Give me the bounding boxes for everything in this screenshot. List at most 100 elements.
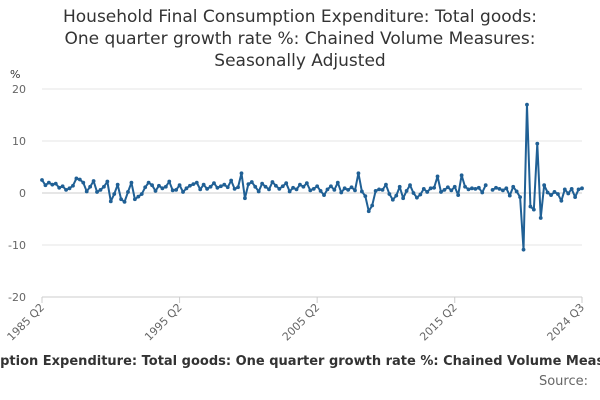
data-point[interactable]	[256, 189, 261, 194]
data-point[interactable]	[408, 183, 412, 188]
data-point[interactable]	[425, 190, 430, 194]
data-point[interactable]	[490, 187, 495, 192]
data-point[interactable]	[40, 178, 44, 182]
data-point[interactable]	[315, 184, 320, 189]
data-point[interactable]	[562, 187, 567, 192]
data-point[interactable]	[580, 186, 584, 191]
data-point[interactable]	[77, 177, 82, 182]
data-point[interactable]	[260, 181, 265, 186]
data-point[interactable]	[411, 191, 416, 195]
data-point[interactable]	[167, 179, 172, 184]
data-point[interactable]	[480, 190, 485, 195]
data-point[interactable]	[46, 180, 51, 185]
data-point[interactable]	[132, 197, 137, 202]
data-point[interactable]	[428, 186, 433, 191]
data-point[interactable]	[280, 184, 285, 189]
data-point[interactable]	[74, 176, 79, 181]
data-point[interactable]	[332, 187, 337, 192]
data-point[interactable]	[370, 203, 375, 208]
data-point[interactable]	[273, 183, 278, 188]
data-point[interactable]	[377, 187, 381, 192]
data-point[interactable]	[270, 180, 275, 184]
data-point[interactable]	[243, 196, 247, 201]
data-point[interactable]	[521, 247, 526, 252]
data-point[interactable]	[129, 180, 134, 185]
data-point[interactable]	[88, 184, 93, 189]
data-point[interactable]	[218, 184, 223, 189]
data-point[interactable]	[187, 183, 192, 188]
data-point[interactable]	[53, 181, 58, 186]
data-point[interactable]	[384, 182, 388, 187]
data-point[interactable]	[349, 185, 354, 190]
data-point[interactable]	[525, 102, 529, 107]
data-point[interactable]	[318, 189, 323, 193]
data-point[interactable]	[225, 185, 230, 190]
data-point[interactable]	[538, 216, 543, 220]
data-point[interactable]	[308, 188, 313, 193]
data-point[interactable]	[298, 182, 302, 187]
data-point[interactable]	[198, 187, 203, 192]
data-point[interactable]	[421, 186, 426, 191]
data-point[interactable]	[373, 189, 378, 193]
data-point[interactable]	[528, 204, 533, 209]
data-point[interactable]	[531, 207, 536, 212]
data-point[interactable]	[504, 186, 509, 191]
data-point[interactable]	[249, 180, 254, 184]
data-point[interactable]	[404, 189, 409, 193]
data-point[interactable]	[181, 190, 185, 194]
data-point[interactable]	[415, 195, 419, 200]
data-point[interactable]	[511, 184, 516, 189]
data-point[interactable]	[359, 189, 364, 194]
data-point[interactable]	[500, 188, 505, 193]
data-point[interactable]	[439, 190, 443, 194]
data-point[interactable]	[418, 192, 423, 197]
data-point[interactable]	[401, 196, 406, 201]
data-point[interactable]	[153, 189, 158, 193]
data-point[interactable]	[325, 187, 330, 192]
data-point[interactable]	[160, 186, 165, 191]
data-point[interactable]	[397, 184, 402, 189]
data-point[interactable]	[253, 184, 258, 189]
data-point[interactable]	[535, 141, 540, 146]
data-point[interactable]	[136, 194, 141, 199]
data-point[interactable]	[284, 181, 289, 186]
data-point[interactable]	[569, 186, 574, 191]
data-point[interactable]	[573, 195, 578, 200]
data-point[interactable]	[380, 187, 385, 192]
data-point[interactable]	[566, 191, 571, 196]
data-point[interactable]	[466, 187, 471, 192]
data-point[interactable]	[329, 184, 333, 189]
data-point[interactable]	[277, 186, 282, 191]
data-point[interactable]	[43, 183, 48, 188]
data-point[interactable]	[119, 197, 124, 202]
data-point[interactable]	[170, 188, 175, 193]
data-point[interactable]	[67, 186, 72, 191]
data-point[interactable]	[301, 184, 306, 189]
data-point[interactable]	[212, 181, 216, 186]
data-point[interactable]	[463, 184, 467, 189]
data-point[interactable]	[205, 186, 209, 191]
data-point[interactable]	[267, 187, 271, 192]
data-point[interactable]	[342, 186, 347, 191]
data-point[interactable]	[291, 185, 295, 190]
data-point[interactable]	[91, 179, 96, 183]
data-point[interactable]	[494, 185, 498, 190]
data-point[interactable]	[432, 185, 437, 190]
data-point[interactable]	[542, 183, 547, 188]
data-point[interactable]	[174, 187, 179, 192]
data-point[interactable]	[95, 190, 99, 194]
data-point[interactable]	[363, 194, 368, 199]
data-point[interactable]	[263, 184, 268, 189]
data-point[interactable]	[215, 185, 220, 190]
data-point[interactable]	[518, 195, 522, 200]
data-point[interactable]	[246, 182, 251, 187]
data-point[interactable]	[346, 187, 351, 192]
data-point[interactable]	[552, 190, 557, 194]
data-point[interactable]	[191, 182, 196, 187]
data-point[interactable]	[549, 193, 553, 197]
data-point[interactable]	[335, 180, 340, 185]
data-point[interactable]	[60, 184, 65, 189]
data-point[interactable]	[201, 182, 206, 187]
data-point[interactable]	[452, 184, 457, 189]
data-point[interactable]	[442, 187, 447, 192]
